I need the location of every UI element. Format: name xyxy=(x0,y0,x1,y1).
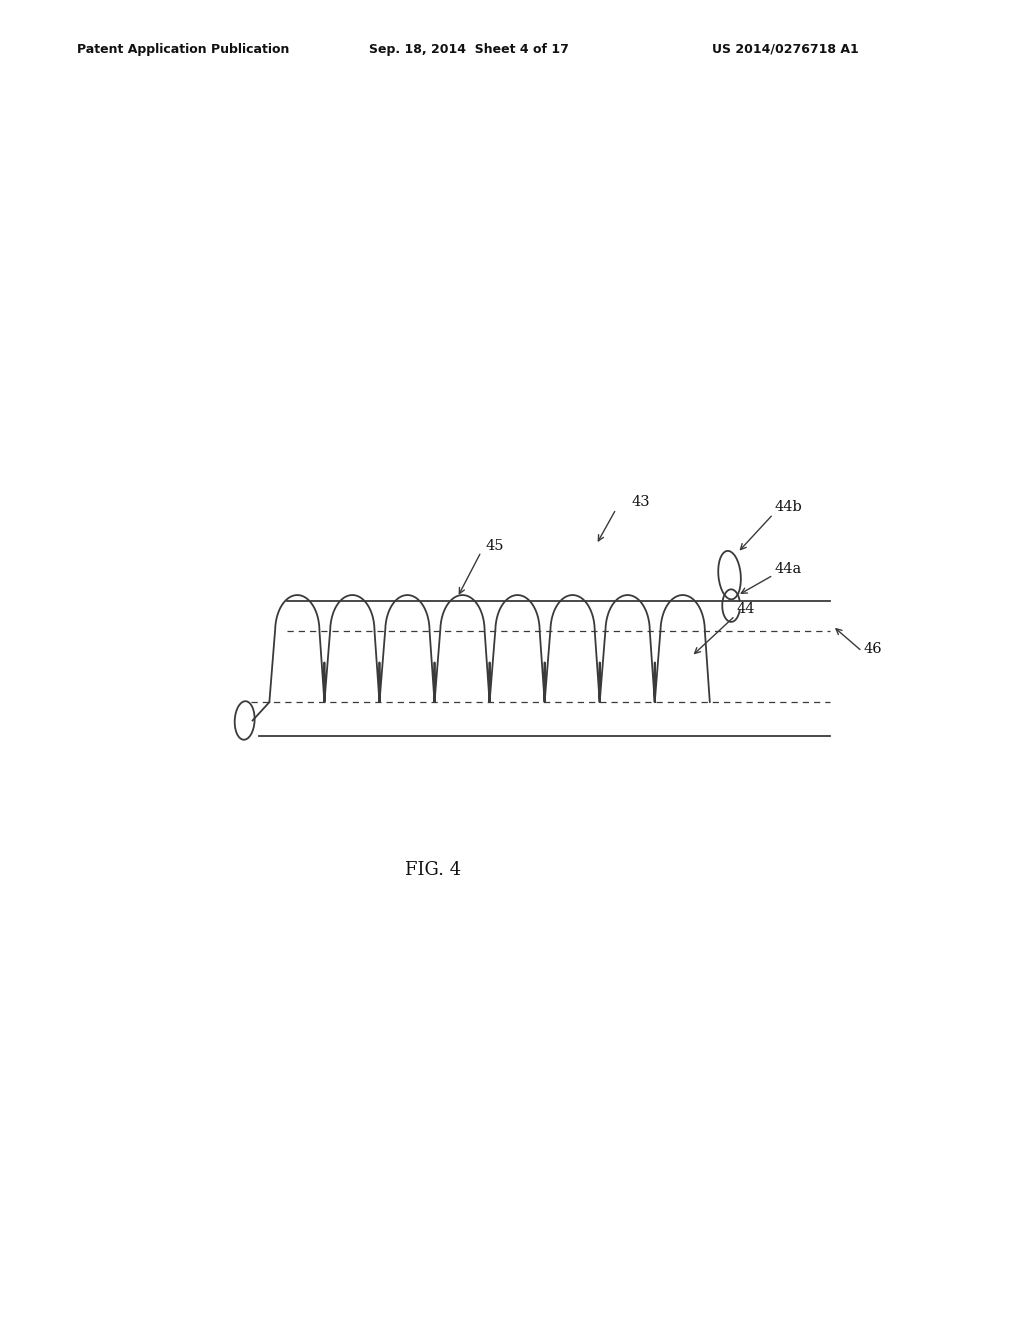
Text: 45: 45 xyxy=(485,539,504,553)
Text: Patent Application Publication: Patent Application Publication xyxy=(77,42,289,55)
Text: 44a: 44a xyxy=(775,562,802,576)
Text: Sep. 18, 2014  Sheet 4 of 17: Sep. 18, 2014 Sheet 4 of 17 xyxy=(369,42,568,55)
Text: US 2014/0276718 A1: US 2014/0276718 A1 xyxy=(712,42,858,55)
Text: 46: 46 xyxy=(863,643,883,656)
Text: 44: 44 xyxy=(736,602,755,615)
Text: 43: 43 xyxy=(632,495,650,510)
Text: 44b: 44b xyxy=(775,500,803,513)
Text: FIG. 4: FIG. 4 xyxy=(406,861,462,879)
